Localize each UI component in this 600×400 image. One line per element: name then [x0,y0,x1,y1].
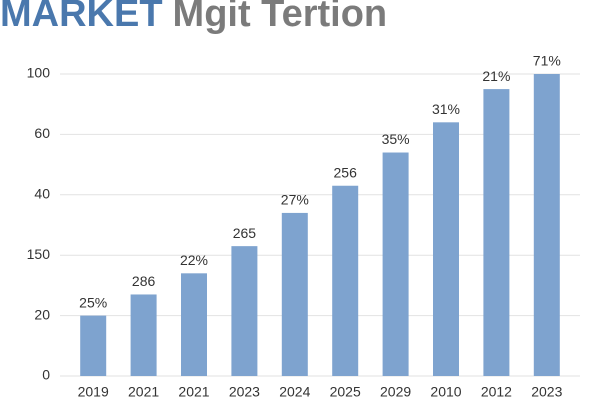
chart-title: MARKET Mgit Tertion [0,0,387,35]
data-label: 265 [233,225,257,241]
title-part: MARKET [0,0,163,35]
x-tick-label: 2024 [279,384,310,400]
x-tick-label: 2010 [430,384,461,400]
y-tick-label: 0 [42,367,50,383]
y-tick-label: 100 [27,65,51,81]
data-label: 25% [79,294,107,310]
bar [281,212,308,376]
bar [80,315,107,376]
bar [483,89,510,376]
bar [181,273,207,376]
x-tick-label: 2023 [531,384,562,400]
data-label: 22% [180,252,208,268]
x-tick-label: 2012 [481,384,512,400]
bar [382,152,409,376]
data-label: 286 [132,273,156,289]
bar [533,74,560,376]
bar [130,294,157,376]
x-tick-label: 2019 [78,384,109,400]
bar [433,122,459,376]
x-tick-label: 2021 [178,384,209,400]
y-tick-label: 20 [34,306,50,322]
x-tick-label: 2021 [128,384,159,400]
x-tick-label: 2025 [330,384,361,400]
data-label: 256 [334,164,358,180]
data-label: 31% [432,101,460,117]
bar [231,246,258,376]
y-tick-label: 40 [34,186,50,202]
x-tick-label: 2029 [380,384,411,400]
x-tick-label: 2023 [229,384,260,400]
data-label: 35% [382,131,410,147]
data-label: 27% [281,192,309,208]
data-label: 71% [533,53,561,69]
bar [332,185,359,376]
y-tick-label: 60 [34,125,50,141]
title-part: Mgit Tertion [173,0,388,35]
data-label: 21% [482,68,510,84]
y-tick-label: 150 [27,246,51,262]
